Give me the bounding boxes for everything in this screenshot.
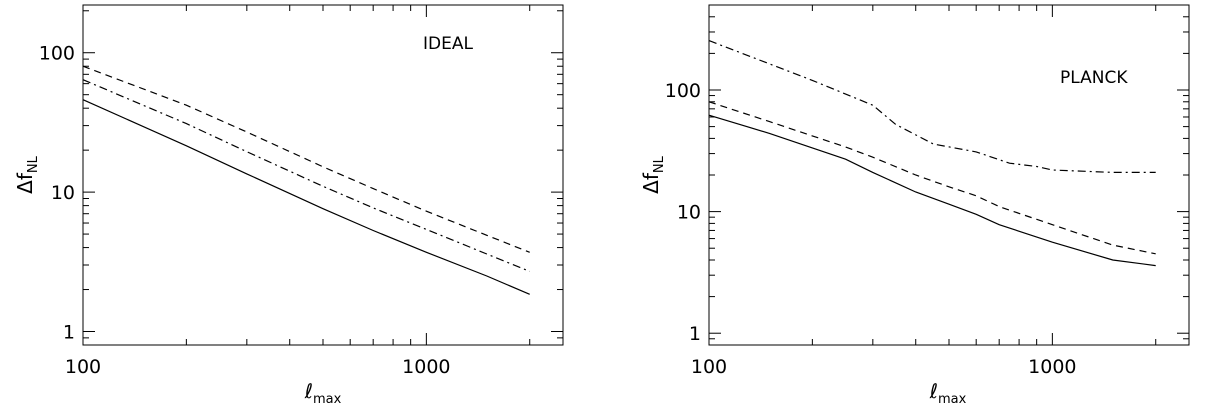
plot-frame	[708, 4, 1190, 346]
y-axis-label: ΔfNL	[13, 155, 41, 193]
y-tick-label: 10	[51, 182, 75, 204]
x-tick-label: 1000	[1028, 356, 1076, 378]
y-tick-label: 1	[63, 321, 75, 343]
series-line-dashdot	[82, 79, 530, 272]
x-tick-label: 100	[691, 356, 727, 378]
y-axis-label: ΔfNL	[639, 155, 667, 193]
plot-frame	[82, 4, 564, 346]
series-line-dashed	[708, 101, 1156, 255]
y-tick-label: 100	[665, 80, 701, 102]
series-line-dashdot	[708, 40, 1156, 173]
series-line-solid	[82, 99, 530, 295]
x-axis-label: ℓmax	[304, 379, 342, 407]
chart-panel-2: 100 1000 1 10 100 ℓmax ΔfNL PLANCK	[639, 4, 1190, 407]
series-line-dashed	[82, 65, 530, 253]
series-line-solid	[708, 114, 1156, 267]
y-tick-label: 1	[689, 323, 701, 345]
y-tick-label: 10	[677, 202, 701, 224]
chart-panel-1: 100 1000 1 10 100 ℓmax ΔfNL IDEAL	[13, 4, 564, 407]
x-tick-label: 100	[65, 356, 101, 378]
panel-annotation: IDEAL	[423, 34, 473, 54]
x-axis-label: ℓmax	[929, 379, 967, 407]
panel-annotation: PLANCK	[1060, 68, 1128, 88]
x-tick-label: 1000	[402, 356, 450, 378]
y-tick-label: 100	[39, 43, 75, 65]
